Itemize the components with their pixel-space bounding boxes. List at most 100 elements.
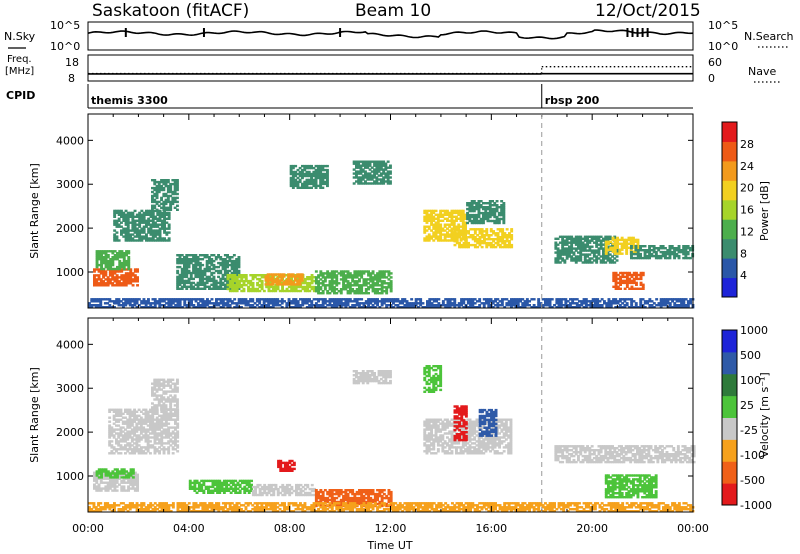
- heatmap-cell: [452, 223, 456, 226]
- heatmap-cell: [301, 186, 304, 189]
- heatmap-cell: [554, 237, 558, 240]
- power-colorbar-frame: [721, 121, 738, 298]
- heatmap-cell: [157, 400, 161, 403]
- power-colorbar-tick: 4: [740, 269, 747, 282]
- heatmap-cell: [344, 298, 348, 301]
- heatmap-cell: [616, 252, 619, 255]
- heatmap-cell: [427, 215, 431, 218]
- heatmap-cell: [93, 278, 96, 281]
- heatmap-cell: [555, 298, 559, 301]
- heatmap-cell: [97, 284, 101, 287]
- heatmap-cell: [267, 302, 271, 305]
- heatmap-cell: [100, 254, 103, 257]
- heatmap-cell: [612, 271, 616, 275]
- heatmap-cell: [554, 245, 558, 248]
- heatmap-cell: [587, 304, 590, 307]
- heatmap-cell: [122, 211, 126, 215]
- heatmap-cell: [441, 219, 445, 222]
- heatmap-cell: [119, 440, 123, 443]
- heatmap-cell: [109, 259, 113, 263]
- heatmap-cell: [135, 430, 139, 433]
- heatmap-cell: [219, 281, 223, 285]
- heatmap-cell: [196, 302, 200, 305]
- heatmap-cell: [169, 304, 173, 307]
- heatmap-cell: [330, 288, 334, 291]
- heatmap-cell: [394, 300, 398, 303]
- heatmap-cell: [357, 180, 361, 183]
- heatmap-cell: [623, 287, 627, 290]
- heatmap-cell: [386, 160, 390, 163]
- heatmap-cell: [223, 254, 227, 257]
- heatmap-cell: [291, 180, 295, 184]
- heatmap-cell: [281, 289, 284, 293]
- heatmap-cell: [342, 284, 345, 287]
- heatmap-cell: [240, 283, 244, 287]
- heatmap-cell: [364, 306, 368, 309]
- heatmap-cell: [521, 298, 525, 301]
- heatmap-cell: [480, 302, 484, 305]
- heatmap-cell: [110, 430, 114, 433]
- heatmap-cell: [145, 225, 148, 228]
- heatmap-cell: [120, 468, 124, 471]
- heatmap-cell: [301, 182, 304, 186]
- heatmap-cell: [684, 256, 688, 260]
- heatmap-cell: [584, 304, 588, 307]
- heatmap-cell: [164, 420, 168, 423]
- heatmap-cell: [303, 182, 307, 186]
- heatmap-cell: [121, 448, 125, 451]
- heatmap-cell: [452, 215, 456, 218]
- heatmap-cell: [563, 243, 567, 246]
- heatmap-cell: [240, 300, 243, 303]
- heatmap-cell: [144, 414, 148, 417]
- heatmap-cell: [673, 302, 677, 305]
- heatmap-cell: [321, 302, 325, 305]
- heatmap-cell: [351, 290, 355, 293]
- heatmap-cell: [180, 287, 184, 290]
- heatmap-cell: [385, 286, 389, 289]
- heatmap-cell: [118, 483, 121, 486]
- heatmap-cell: [583, 257, 587, 260]
- heatmap-cell: [446, 217, 449, 220]
- heatmap-cell: [232, 269, 236, 273]
- heatmap-cell: [444, 304, 448, 307]
- heatmap-cell: [328, 280, 332, 283]
- heatmap-cell: [664, 298, 668, 301]
- heatmap-cell: [378, 278, 382, 281]
- heatmap-cell: [180, 269, 184, 273]
- heatmap-cell: [162, 186, 166, 190]
- heatmap-cell: [588, 257, 592, 260]
- heatmap-cell: [117, 420, 121, 423]
- heatmap-cell: [133, 227, 137, 230]
- heatmap-cell: [171, 300, 175, 303]
- heatmap-cell: [648, 306, 652, 309]
- heatmap-cell: [317, 276, 320, 279]
- heatmap-cell: [178, 302, 182, 305]
- heatmap-cell: [303, 289, 307, 293]
- heatmap-cell: [144, 430, 148, 433]
- heatmap-cell: [106, 481, 110, 484]
- heatmap-cell: [146, 416, 150, 419]
- heatmap-cell: [167, 434, 171, 437]
- heatmap-cell: [99, 479, 103, 482]
- heatmap-cell: [355, 304, 359, 307]
- heatmap-cell: [487, 234, 491, 237]
- heatmap-cell: [612, 277, 616, 281]
- heatmap-cell: [223, 273, 227, 277]
- heatmap-cell: [94, 306, 98, 309]
- heatmap-cell: [666, 256, 670, 260]
- heatmap-cell: [180, 275, 184, 279]
- heatmap-cell: [167, 306, 171, 309]
- heatmap-cell: [491, 209, 494, 213]
- heatmap-cell: [157, 186, 161, 190]
- heatmap-cell: [294, 170, 298, 174]
- heatmap-cell: [689, 298, 693, 301]
- heatmap-cell: [162, 202, 166, 206]
- heatmap-cell: [375, 164, 379, 167]
- heatmap-cell: [446, 233, 449, 236]
- heatmap-cell: [639, 277, 643, 281]
- heatmap-cell: [317, 300, 320, 303]
- heatmap-cell: [595, 259, 599, 262]
- heatmap-cell: [166, 190, 170, 194]
- heatmap-cell: [217, 285, 220, 288]
- heatmap-cell: [423, 306, 427, 309]
